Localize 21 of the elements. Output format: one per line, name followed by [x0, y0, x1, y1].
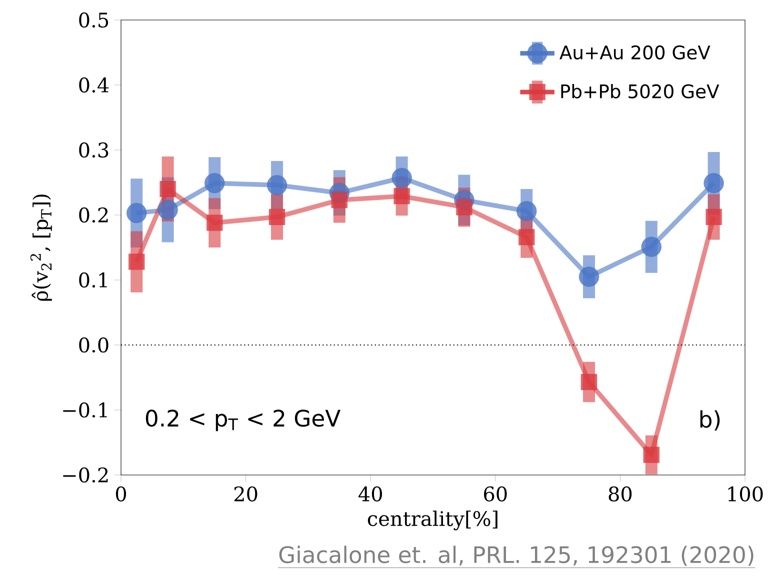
y-tick-label: 0.2: [79, 207, 108, 223]
x-tick-label: 20: [234, 486, 258, 502]
y-tick-label: 0.5: [79, 12, 108, 28]
y-tick-label: 0.0: [79, 337, 108, 353]
annotation: 0.2 < p$_{T}$ < 2 GeV: [146, 410, 340, 432]
y-tick-label: 0.4: [79, 77, 109, 93]
y-axis-title: ρ̂(v$_{2}$$^{2}$, [p$_{T}$]): [30, 194, 52, 301]
x-tick-label: 80: [608, 486, 632, 502]
y-tick-label: 0.1: [79, 272, 107, 288]
legend-label: Pb+Pb 5020 GeV: [561, 84, 720, 98]
x-tick-label: 60: [484, 486, 507, 502]
x-tick-label: 100: [728, 486, 763, 502]
annotation: b): [700, 410, 720, 430]
text: Giacalone et. al, PRL. 125, 192301 (2020): [279, 546, 754, 566]
x-axis-title: centrality[%]: [368, 510, 498, 530]
y-tick-label: −0.1: [63, 402, 107, 418]
x-tick-label: 0: [116, 486, 126, 502]
y-tick-label: 0.3: [79, 142, 108, 158]
y-tick-label: −0.2: [63, 467, 108, 483]
x-tick-label: 40: [358, 486, 382, 502]
legend-label: Au+Au 200 GeV: [560, 45, 710, 60]
